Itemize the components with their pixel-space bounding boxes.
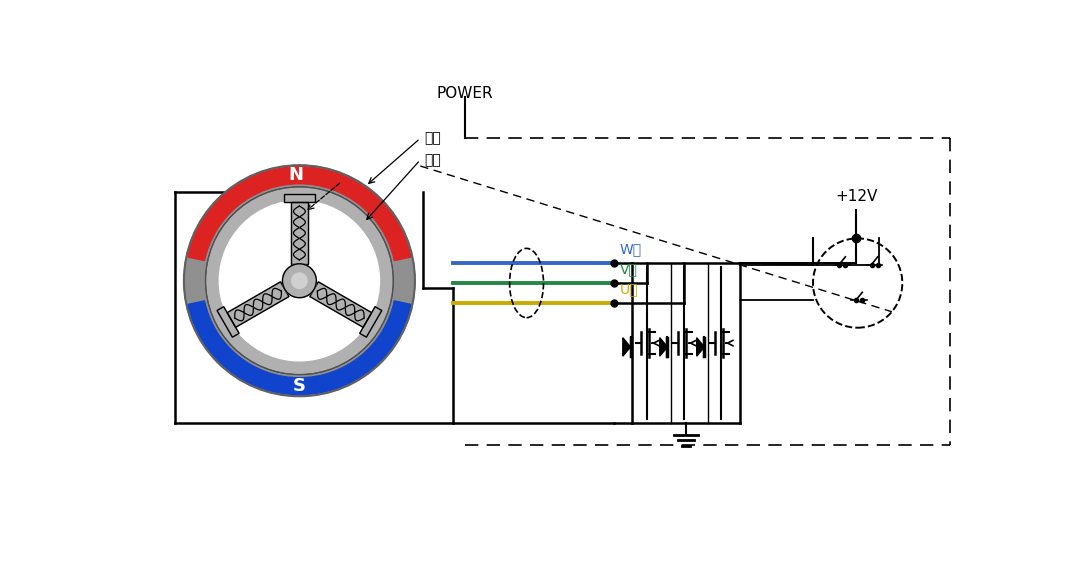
Polygon shape xyxy=(284,194,314,202)
Polygon shape xyxy=(217,307,239,337)
Circle shape xyxy=(292,273,307,288)
Text: S: S xyxy=(293,377,306,395)
Wedge shape xyxy=(188,167,410,261)
Text: W相: W相 xyxy=(620,242,642,256)
Circle shape xyxy=(205,187,393,375)
Circle shape xyxy=(205,187,393,375)
Polygon shape xyxy=(660,338,667,356)
Polygon shape xyxy=(227,282,289,327)
Text: 定子: 定子 xyxy=(424,153,441,167)
Text: 转子: 转子 xyxy=(424,132,441,146)
Circle shape xyxy=(283,264,316,298)
Text: U相: U相 xyxy=(620,282,638,296)
Polygon shape xyxy=(623,338,631,356)
Circle shape xyxy=(219,201,379,361)
Polygon shape xyxy=(360,307,382,337)
Polygon shape xyxy=(291,202,308,264)
Polygon shape xyxy=(310,282,372,327)
Text: POWER: POWER xyxy=(436,86,494,101)
Wedge shape xyxy=(188,301,410,395)
Polygon shape xyxy=(697,338,704,356)
Text: V相: V相 xyxy=(620,262,637,276)
Text: +12V: +12V xyxy=(835,188,877,203)
Circle shape xyxy=(184,165,415,396)
Text: N: N xyxy=(288,166,303,184)
